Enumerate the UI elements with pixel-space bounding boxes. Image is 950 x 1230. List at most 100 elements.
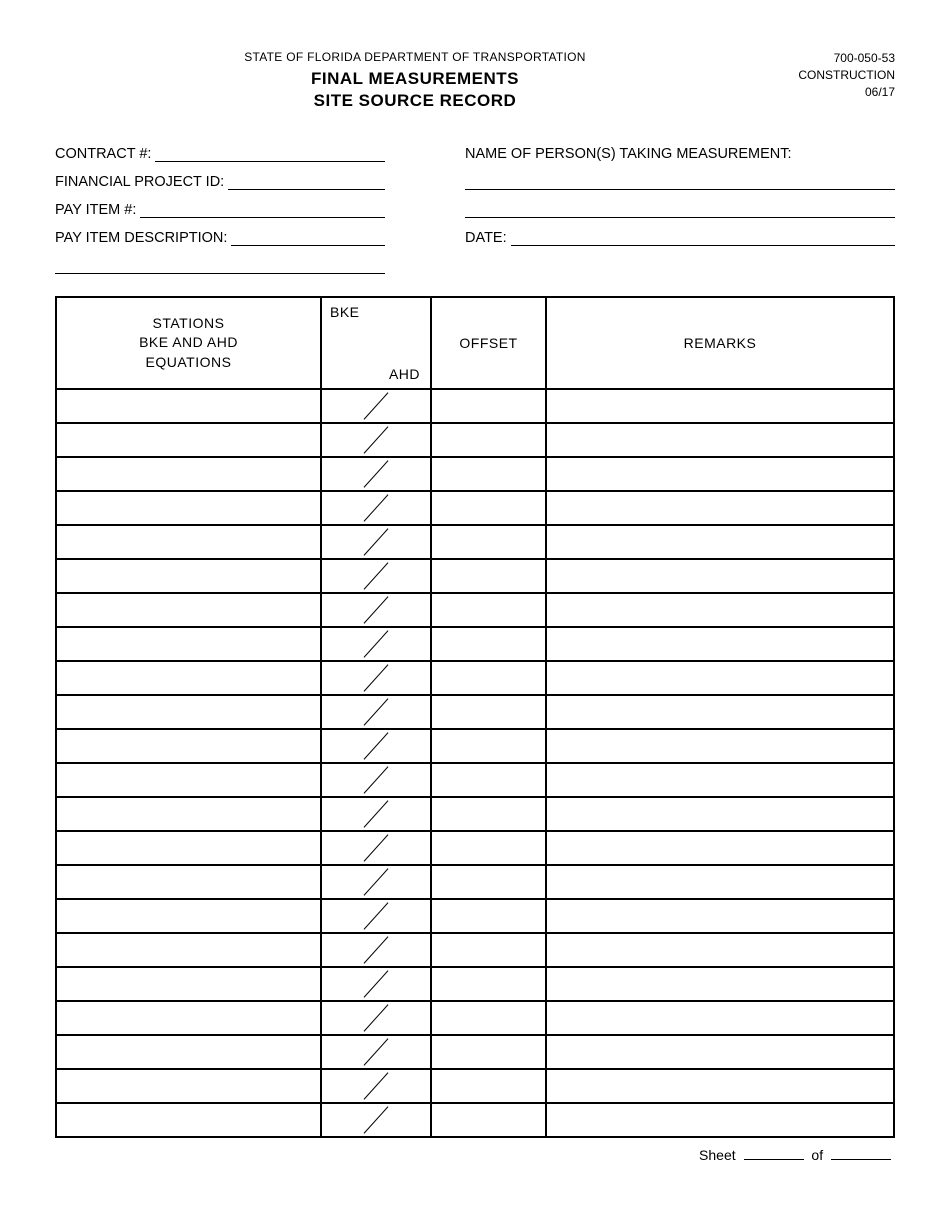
cell-stations[interactable] <box>56 525 321 559</box>
cell-remarks[interactable] <box>546 457 894 491</box>
cell-remarks[interactable] <box>546 1035 894 1069</box>
financial-project-row: FINANCIAL PROJECT ID: <box>55 168 385 190</box>
cell-offset[interactable] <box>431 1035 546 1069</box>
cell-offset[interactable] <box>431 1001 546 1035</box>
cell-offset[interactable] <box>431 1069 546 1103</box>
cell-bke-ahd[interactable] <box>321 627 431 661</box>
cell-remarks[interactable] <box>546 763 894 797</box>
cell-stations[interactable] <box>56 661 321 695</box>
cell-stations[interactable] <box>56 423 321 457</box>
cell-offset[interactable] <box>431 389 546 423</box>
cell-remarks[interactable] <box>546 1103 894 1137</box>
cell-bke-ahd[interactable] <box>321 831 431 865</box>
cell-bke-ahd[interactable] <box>321 389 431 423</box>
cell-stations[interactable] <box>56 593 321 627</box>
cell-stations[interactable] <box>56 559 321 593</box>
cell-remarks[interactable] <box>546 729 894 763</box>
cell-offset[interactable] <box>431 899 546 933</box>
cell-offset[interactable] <box>431 525 546 559</box>
cell-offset[interactable] <box>431 831 546 865</box>
cell-remarks[interactable] <box>546 1001 894 1035</box>
cell-bke-ahd[interactable] <box>321 865 431 899</box>
cell-bke-ahd[interactable] <box>321 525 431 559</box>
cell-bke-ahd[interactable] <box>321 695 431 729</box>
contract-input[interactable] <box>155 144 385 162</box>
pay-item-input[interactable] <box>140 200 385 218</box>
cell-bke-ahd[interactable] <box>321 763 431 797</box>
cell-stations[interactable] <box>56 491 321 525</box>
cell-stations[interactable] <box>56 729 321 763</box>
cell-bke-ahd[interactable] <box>321 423 431 457</box>
cell-stations[interactable] <box>56 1035 321 1069</box>
cell-remarks[interactable] <box>546 661 894 695</box>
cell-remarks[interactable] <box>546 899 894 933</box>
pay-item-desc-line2[interactable] <box>55 252 385 274</box>
cell-stations[interactable] <box>56 627 321 661</box>
cell-remarks[interactable] <box>546 1069 894 1103</box>
cell-offset[interactable] <box>431 933 546 967</box>
cell-remarks[interactable] <box>546 695 894 729</box>
cell-stations[interactable] <box>56 695 321 729</box>
cell-remarks[interactable] <box>546 593 894 627</box>
sheet-number-input[interactable] <box>744 1146 804 1160</box>
cell-offset[interactable] <box>431 457 546 491</box>
sheet-total-input[interactable] <box>831 1146 891 1160</box>
cell-offset[interactable] <box>431 967 546 1001</box>
cell-bke-ahd[interactable] <box>321 491 431 525</box>
cell-stations[interactable] <box>56 1069 321 1103</box>
cell-stations[interactable] <box>56 967 321 1001</box>
cell-bke-ahd[interactable] <box>321 899 431 933</box>
cell-stations[interactable] <box>56 933 321 967</box>
cell-offset[interactable] <box>431 763 546 797</box>
persons-label-row: NAME OF PERSON(S) TAKING MEASUREMENT: <box>465 140 895 162</box>
cell-remarks[interactable] <box>546 797 894 831</box>
persons-input-line2[interactable] <box>465 196 895 218</box>
cell-stations[interactable] <box>56 831 321 865</box>
cell-offset[interactable] <box>431 865 546 899</box>
financial-project-input[interactable] <box>228 172 385 190</box>
cell-offset[interactable] <box>431 695 546 729</box>
cell-bke-ahd[interactable] <box>321 1035 431 1069</box>
cell-remarks[interactable] <box>546 865 894 899</box>
cell-remarks[interactable] <box>546 831 894 865</box>
pay-item-desc-input[interactable] <box>231 228 385 246</box>
cell-stations[interactable] <box>56 1001 321 1035</box>
cell-bke-ahd[interactable] <box>321 933 431 967</box>
cell-bke-ahd[interactable] <box>321 661 431 695</box>
cell-remarks[interactable] <box>546 525 894 559</box>
cell-stations[interactable] <box>56 1103 321 1137</box>
cell-offset[interactable] <box>431 661 546 695</box>
cell-bke-ahd[interactable] <box>321 967 431 1001</box>
cell-bke-ahd[interactable] <box>321 1103 431 1137</box>
cell-offset[interactable] <box>431 559 546 593</box>
cell-bke-ahd[interactable] <box>321 1001 431 1035</box>
cell-bke-ahd[interactable] <box>321 559 431 593</box>
cell-bke-ahd[interactable] <box>321 593 431 627</box>
cell-offset[interactable] <box>431 729 546 763</box>
cell-offset[interactable] <box>431 797 546 831</box>
cell-remarks[interactable] <box>546 491 894 525</box>
cell-stations[interactable] <box>56 763 321 797</box>
cell-remarks[interactable] <box>546 627 894 661</box>
cell-remarks[interactable] <box>546 559 894 593</box>
cell-stations[interactable] <box>56 865 321 899</box>
cell-offset[interactable] <box>431 1103 546 1137</box>
cell-stations[interactable] <box>56 899 321 933</box>
cell-remarks[interactable] <box>546 967 894 1001</box>
cell-stations[interactable] <box>56 797 321 831</box>
cell-remarks[interactable] <box>546 933 894 967</box>
cell-bke-ahd[interactable] <box>321 457 431 491</box>
cell-bke-ahd[interactable] <box>321 729 431 763</box>
cell-offset[interactable] <box>431 491 546 525</box>
cell-stations[interactable] <box>56 389 321 423</box>
persons-input-line1[interactable] <box>465 168 895 190</box>
cell-bke-ahd[interactable] <box>321 1069 431 1103</box>
cell-remarks[interactable] <box>546 423 894 457</box>
cell-remarks[interactable] <box>546 389 894 423</box>
cell-offset[interactable] <box>431 593 546 627</box>
cell-bke-ahd[interactable] <box>321 797 431 831</box>
date-input[interactable] <box>511 228 895 246</box>
cell-offset[interactable] <box>431 627 546 661</box>
cell-offset[interactable] <box>431 423 546 457</box>
cell-stations[interactable] <box>56 457 321 491</box>
